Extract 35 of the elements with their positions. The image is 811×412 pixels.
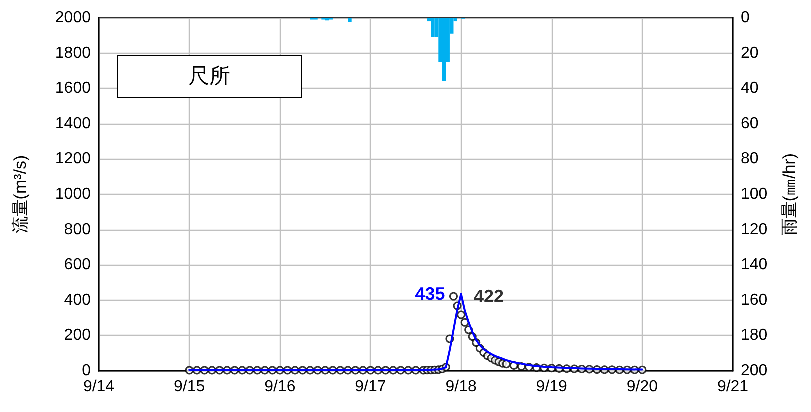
y2-tick-label: 180 (741, 327, 768, 344)
x-tick-label: 9/14 (83, 378, 115, 396)
x-tick-label: 9/15 (174, 378, 206, 396)
x-tick-label: 9/18 (446, 378, 477, 396)
text: 尺所 (188, 64, 230, 88)
y-tick-label: 2000 (55, 10, 92, 26)
y2-tick-label: 100 (741, 186, 768, 203)
y2-tick-label: 120 (741, 221, 768, 238)
x-tick-label: 9/21 (717, 378, 749, 396)
y-tick-label: 1000 (55, 186, 92, 203)
y-tick-label: 0 (82, 362, 92, 380)
x-tick-label: 9/19 (536, 378, 568, 396)
data-label: 435 (415, 284, 446, 304)
y2-tick-label: 200 (741, 362, 768, 380)
y2-tick-label: 60 (741, 115, 759, 132)
y-tick-label: 200 (64, 327, 92, 344)
y-tick-label: 1200 (55, 150, 92, 168)
y2-axis-title: 雨量(㎜/hr) (780, 153, 799, 236)
y-tick-label: 400 (64, 292, 92, 309)
y-tick-label: 1800 (55, 44, 92, 62)
x-tick-label: 9/20 (626, 378, 658, 396)
y2-tick-label: 140 (741, 256, 768, 274)
data-label: 422 (474, 286, 504, 307)
y-tick-label: 1600 (55, 80, 92, 98)
x-tick-label: 9/16 (264, 378, 296, 396)
y2-tick-label: 0 (741, 10, 750, 26)
y-tick-label: 800 (64, 221, 92, 238)
y-tick-label: 600 (64, 256, 92, 274)
y2-tick-label: 80 (741, 150, 759, 168)
y2-tick-label: 20 (741, 44, 759, 62)
y-tick-label: 1400 (55, 115, 92, 132)
y2-tick-label: 40 (741, 80, 759, 98)
y-axis-title: 流量(m³/s) (11, 155, 30, 234)
y2-tick-label: 160 (741, 292, 768, 309)
x-tick-label: 9/17 (355, 378, 386, 396)
